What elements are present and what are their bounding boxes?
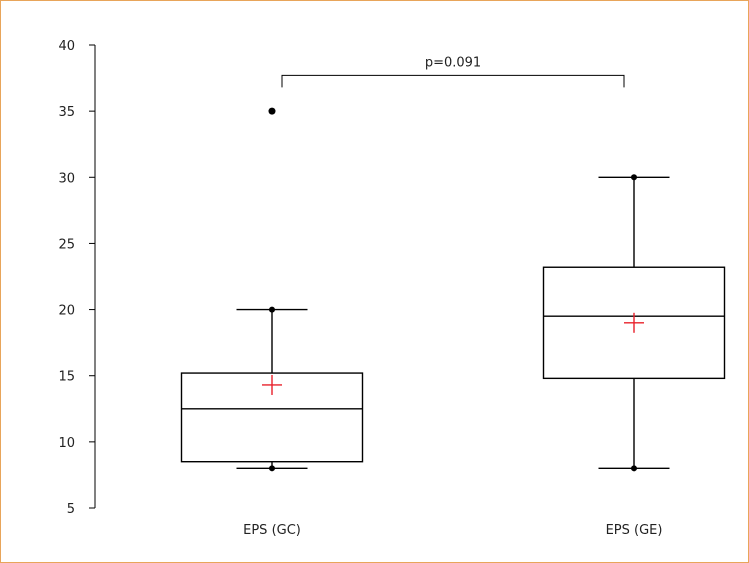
x-axis-labels: EPS (GC) EPS (GE): [243, 523, 662, 538]
min-point: [631, 465, 637, 472]
y-tick-label: 15: [58, 370, 75, 385]
p-value-label: p=0.091: [425, 55, 481, 70]
y-tick-label: 20: [58, 304, 75, 319]
significance-annotation: p=0.091: [281, 55, 625, 88]
box-1: [180, 107, 364, 472]
box-iqr: [180, 372, 364, 463]
y-tick-label: 5: [67, 502, 75, 517]
box-2: [542, 174, 726, 472]
outlier-point: [268, 107, 276, 115]
y-tick-label: 10: [58, 436, 75, 451]
x-category-label: EPS (GC): [243, 523, 301, 538]
y-tick-label: 35: [58, 105, 75, 120]
boxes: [180, 107, 726, 472]
x-category-label: EPS (GE): [606, 523, 663, 538]
y-tick-label: 25: [58, 237, 75, 252]
max-point: [269, 306, 275, 313]
y-axis: 5 10 15 20 25 30 35 40: [58, 39, 96, 517]
y-tick-label: 40: [58, 39, 75, 54]
significance-bracket: [281, 74, 625, 88]
y-tick-label: 30: [58, 171, 75, 186]
box-iqr: [542, 266, 726, 380]
min-point: [269, 465, 275, 472]
max-point: [631, 174, 637, 181]
